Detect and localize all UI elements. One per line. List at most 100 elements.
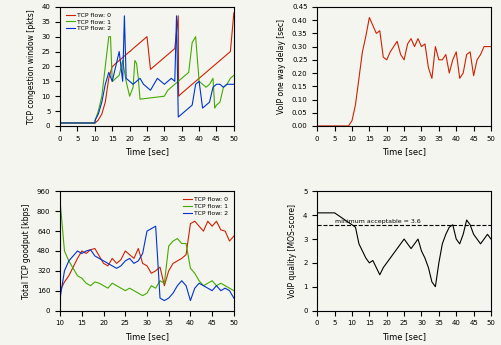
TCP flow: 1: (39, 540): 1: (39, 540)	[183, 241, 189, 246]
TCP flow: 0: (21, 360): 0: (21, 360)	[105, 264, 111, 268]
TCP flow: 2: (50, 14): 2: (50, 14)	[231, 82, 237, 86]
TCP flow: 1: (15, 260): 1: (15, 260)	[79, 276, 85, 280]
TCP flow: 1: (0, 1): 1: (0, 1)	[57, 121, 63, 125]
TCP flow: 1: (30.5, 11): 1: (30.5, 11)	[163, 91, 169, 95]
TCP flow: 0: (19, 440): 0: (19, 440)	[96, 254, 102, 258]
TCP flow: 0: (0, 1): 0: (0, 1)	[57, 121, 63, 125]
TCP flow: 2: (36, 140): 2: (36, 140)	[170, 291, 176, 295]
TCP flow: 0: (49, 25): 0: (49, 25)	[227, 49, 233, 53]
TCP flow: 0: (47, 650): 0: (47, 650)	[218, 228, 224, 232]
TCP flow: 1: (29, 120): 1: (29, 120)	[140, 294, 146, 298]
TCP flow: 2: (29, 460): 2: (29, 460)	[140, 252, 146, 256]
TCP flow: 1: (40, 15): 1: (40, 15)	[196, 79, 202, 83]
TCP flow: 0: (28, 500): 0: (28, 500)	[135, 246, 141, 250]
TCP flow: 0: (36, 380): 0: (36, 380)	[170, 261, 176, 265]
TCP flow: 1: (31, 12): 1: (31, 12)	[165, 88, 171, 92]
Legend: TCP flow: 0, TCP flow: 1, TCP flow: 2: TCP flow: 0, TCP flow: 1, TCP flow: 2	[63, 10, 114, 34]
TCP flow: 1: (33, 240): 1: (33, 240)	[157, 279, 163, 283]
TCP flow: 2: (10, 100): 2: (10, 100)	[57, 296, 63, 300]
Line: TCP flow: 0: TCP flow: 0	[60, 221, 234, 290]
TCP flow: 1: (30, 140): 1: (30, 140)	[144, 291, 150, 295]
TCP flow: 1: (23, 200): 1: (23, 200)	[114, 284, 120, 288]
TCP flow: 1: (32, 180): 1: (32, 180)	[153, 286, 159, 290]
TCP flow: 2: (12, 400): 2: (12, 400)	[66, 259, 72, 263]
TCP flow: 2: (15, 460): 2: (15, 460)	[79, 252, 85, 256]
TCP flow: 0: (11, 230): 0: (11, 230)	[62, 280, 68, 284]
Y-axis label: TCP congestion window [pkts]: TCP congestion window [pkts]	[27, 9, 36, 124]
X-axis label: Time [sec]: Time [sec]	[125, 332, 169, 341]
TCP flow: 1: (25, 160): 1: (25, 160)	[122, 288, 128, 293]
TCP flow: 0: (45, 680): 0: (45, 680)	[209, 224, 215, 228]
TCP flow: 2: (21, 380): 2: (21, 380)	[105, 261, 111, 265]
TCP flow: 0: (23, 380): 0: (23, 380)	[114, 261, 120, 265]
Line: TCP flow: 2: TCP flow: 2	[60, 16, 234, 123]
TCP flow: 2: (41, 180): 2: (41, 180)	[192, 286, 198, 290]
TCP flow: 2: (27, 380): 2: (27, 380)	[131, 261, 137, 265]
TCP flow: 1: (50, 160): 1: (50, 160)	[231, 288, 237, 293]
TCP flow: 2: (38, 240): 2: (38, 240)	[179, 279, 185, 283]
TCP flow: 2: (31, 15): 2: (31, 15)	[165, 79, 171, 83]
TCP flow: 2: (19, 16): 2: (19, 16)	[123, 76, 129, 80]
TCP flow: 1: (20, 200): 1: (20, 200)	[101, 284, 107, 288]
TCP flow: 2: (42, 220): 2: (42, 220)	[196, 281, 202, 285]
TCP flow: 1: (50, 17): 1: (50, 17)	[231, 73, 237, 77]
TCP flow: 2: (0, 1): 2: (0, 1)	[57, 121, 63, 125]
TCP flow: 0: (22, 420): 0: (22, 420)	[109, 256, 115, 260]
TCP flow: 1: (35, 520): 1: (35, 520)	[166, 244, 172, 248]
TCP flow: 0: (46, 720): 0: (46, 720)	[213, 219, 219, 223]
TCP flow: 2: (28, 16): 2: (28, 16)	[154, 76, 160, 80]
TCP flow: 0: (14, 420): 0: (14, 420)	[75, 256, 81, 260]
TCP flow: 0: (29, 380): 0: (29, 380)	[140, 261, 146, 265]
X-axis label: Time [sec]: Time [sec]	[382, 332, 426, 341]
Line: TCP flow: 2: TCP flow: 2	[60, 226, 234, 300]
TCP flow: 1: (14, 280): 1: (14, 280)	[75, 274, 81, 278]
TCP flow: 1: (19, 220): 1: (19, 220)	[96, 281, 102, 285]
TCP flow: 2: (13, 440): 2: (13, 440)	[70, 254, 76, 258]
TCP flow: 0: (13, 350): 0: (13, 350)	[70, 265, 76, 269]
Text: minimum acceptable = 3.6: minimum acceptable = 3.6	[335, 219, 420, 224]
TCP flow: 0: (24, 410): 0: (24, 410)	[118, 258, 124, 262]
TCP flow: 1: (16, 220): 1: (16, 220)	[83, 281, 89, 285]
TCP flow: 0: (42, 680): 0: (42, 680)	[196, 224, 202, 228]
TCP flow: 2: (50, 100): 2: (50, 100)	[231, 296, 237, 300]
TCP flow: 1: (33, 14): 1: (33, 14)	[172, 82, 178, 86]
TCP flow: 1: (46, 200): 1: (46, 200)	[213, 284, 219, 288]
TCP flow: 0: (18, 500): 0: (18, 500)	[92, 246, 98, 250]
TCP flow: 2: (40, 80): 2: (40, 80)	[187, 298, 193, 303]
TCP flow: 1: (45, 7): 1: (45, 7)	[213, 103, 219, 107]
TCP flow: 0: (37, 400): 0: (37, 400)	[174, 259, 180, 263]
TCP flow: 1: (11, 480): 1: (11, 480)	[62, 249, 68, 253]
TCP flow: 2: (39, 200): 2: (39, 200)	[183, 284, 189, 288]
TCP flow: 0: (30, 360): 0: (30, 360)	[144, 264, 150, 268]
TCP flow: 2: (23, 340): 2: (23, 340)	[114, 266, 120, 270]
TCP flow: 0: (20, 380): 0: (20, 380)	[101, 261, 107, 265]
TCP flow: 2: (22, 360): 2: (22, 360)	[109, 264, 115, 268]
TCP flow: 2: (44, 180): 2: (44, 180)	[205, 286, 211, 290]
TCP flow: 0: (38, 420): 0: (38, 420)	[179, 256, 185, 260]
TCP flow: 2: (24, 360): 2: (24, 360)	[118, 264, 124, 268]
TCP flow: 1: (48, 200): 1: (48, 200)	[222, 284, 228, 288]
TCP flow: 0: (40, 700): 0: (40, 700)	[187, 221, 193, 226]
TCP flow: 0: (12, 4): 0: (12, 4)	[99, 112, 105, 116]
TCP flow: 2: (25, 400): 2: (25, 400)	[122, 259, 128, 263]
TCP flow: 2: (28, 400): 2: (28, 400)	[135, 259, 141, 263]
Y-axis label: Total TCP goodput [kbps]: Total TCP goodput [kbps]	[23, 203, 32, 299]
TCP flow: 0: (35, 320): 0: (35, 320)	[166, 269, 172, 273]
TCP flow: 1: (37, 580): 1: (37, 580)	[174, 237, 180, 241]
TCP flow: 1: (49, 180): 1: (49, 180)	[226, 286, 232, 290]
TCP flow: 0: (39, 450): 0: (39, 450)	[183, 253, 189, 257]
TCP flow: 2: (43, 200): 2: (43, 200)	[200, 284, 206, 288]
Y-axis label: VoIP one way delay [sec]: VoIP one way delay [sec]	[277, 19, 286, 114]
TCP flow: 2: (17, 490): 2: (17, 490)	[88, 248, 94, 252]
TCP flow: 0: (44, 20): 0: (44, 20)	[210, 65, 216, 69]
TCP flow: 1: (22, 220): 1: (22, 220)	[109, 281, 115, 285]
TCP flow: 2: (33, 100): 2: (33, 100)	[157, 296, 163, 300]
TCP flow: 0: (10, 1): 0: (10, 1)	[92, 121, 98, 125]
TCP flow: 2: (30, 14): 2: (30, 14)	[161, 82, 167, 86]
TCP flow: 2: (18.5, 37): 2: (18.5, 37)	[121, 14, 127, 18]
X-axis label: Time [sec]: Time [sec]	[125, 147, 169, 156]
TCP flow: 1: (24, 180): 1: (24, 180)	[118, 286, 124, 290]
TCP flow: 1: (38, 540): 1: (38, 540)	[179, 241, 185, 246]
Y-axis label: VoIP quality [MOS-score]: VoIP quality [MOS-score]	[289, 204, 298, 298]
TCP flow: 1: (43, 200): 1: (43, 200)	[200, 284, 206, 288]
